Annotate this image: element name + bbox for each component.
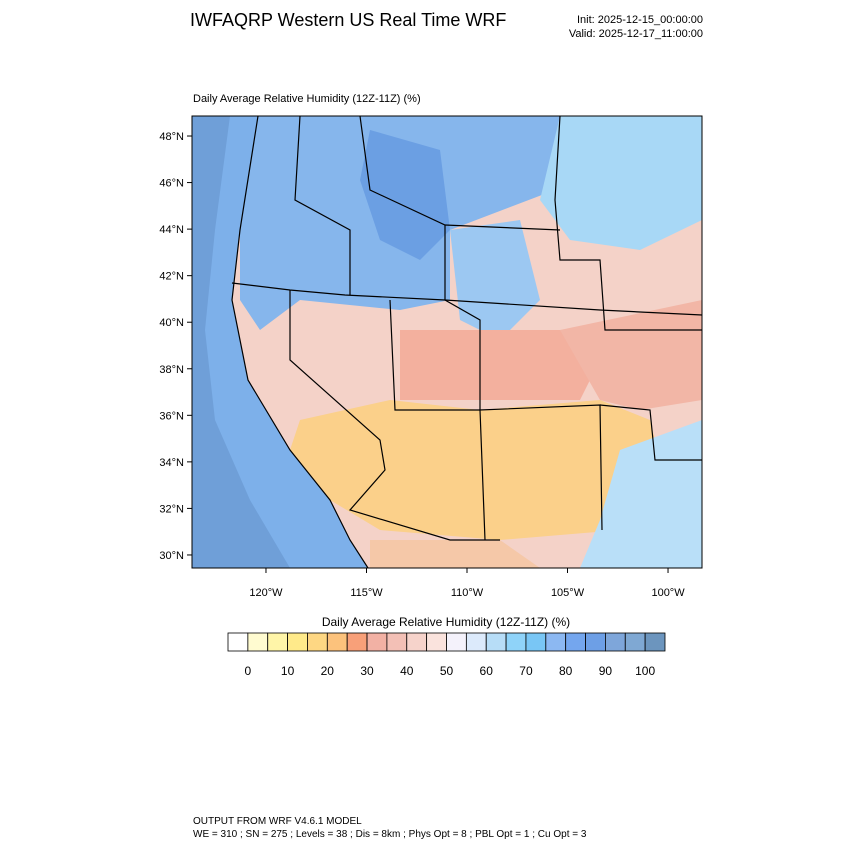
colorbar-box [346,632,368,652]
colorbar-box [565,632,586,652]
colorbar-box [545,632,567,652]
lat-label: 44°N [159,224,184,236]
lat-label: 32°N [159,503,184,515]
lat-label: 34°N [159,457,184,469]
colorbar-box [446,632,467,652]
colorbar-label: 30 [360,664,374,678]
lon-label: 105°W [551,587,585,599]
lat-label: 42°N [159,271,184,283]
colorbar-box [605,632,626,652]
colorbar-box [386,632,408,652]
map-field [192,116,702,568]
map-frame [191,115,703,569]
map-subtitle: Daily Average Relative Humidity (12Z-11Z… [193,93,421,105]
colorbar-label: 10 [281,664,295,678]
colorbar-box [465,632,487,652]
colorbar-box [624,632,646,652]
colorbar-box [644,632,666,652]
footer-line: WE = 310 ; SN = 275 ; Levels = 38 ; Dis … [193,829,587,840]
colorbar-label: 0 [245,664,252,678]
lat-label: 48°N [159,131,184,143]
colorbar-label: 50 [440,664,454,678]
lat-label: 38°N [159,364,184,376]
lat-label: 40°N [159,317,184,329]
colorbar-label: 40 [400,664,414,678]
lon-label: 115°W [350,587,383,599]
colorbar-label: 20 [321,664,335,678]
colorbar-label: 100 [635,664,655,678]
lon-label: 120°W [249,587,283,599]
lat-label: 36°N [159,410,184,422]
colorbar-box [426,632,447,652]
colorbar-box [326,632,348,652]
colorbar-box [366,632,388,652]
colorbar-label: 80 [559,664,573,678]
colorbar-label: 70 [519,664,533,678]
colorbar-box [485,632,507,652]
colorbar-box [505,632,527,652]
colorbar-box [585,632,606,652]
colorbar-box [406,632,428,652]
colorbar-box [267,632,288,652]
colorbar-label: 90 [599,664,613,678]
lon-label: 100°W [651,587,685,599]
footer-line: OUTPUT FROM WRF V4.6.1 MODEL [193,816,362,827]
colorbar-box [287,632,308,652]
colorbar-box [247,632,269,652]
colorbar-title: Daily Average Relative Humidity (12Z-11Z… [322,615,570,629]
colorbar-box [307,632,328,652]
title: IWFAQRP Western US Real Time WRF [190,10,506,30]
colorbar-label: 60 [480,664,494,678]
colorbar-box [525,632,547,652]
lat-label: 46°N [159,178,184,190]
colorbar-box [227,632,249,652]
valid-time: Valid: 2025-12-17_11:00:00 [569,28,703,40]
init-time: Init: 2025-12-15_00:00:00 [577,14,703,26]
lat-label: 30°N [159,550,184,562]
lon-label: 110°W [451,587,484,599]
